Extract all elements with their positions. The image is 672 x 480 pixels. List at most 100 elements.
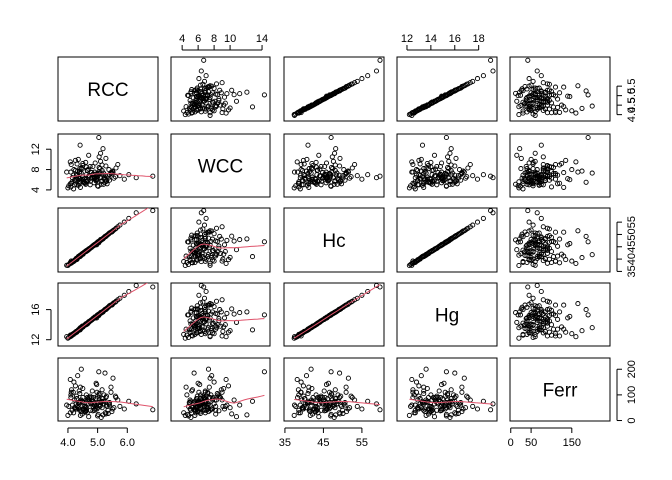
data-point: [312, 176, 318, 182]
data-point: [205, 89, 212, 95]
data-point: [434, 178, 440, 184]
data-point: [474, 406, 481, 412]
data-point: [197, 249, 203, 255]
data-point: [73, 393, 80, 399]
data-point: [185, 239, 191, 245]
data-point: [544, 225, 550, 231]
axis-tick-label: 4.5: [626, 97, 638, 112]
axis-tick-label: 4.0: [60, 437, 75, 449]
data-point: [111, 175, 117, 181]
data-point: [514, 247, 520, 253]
data-point: [293, 403, 299, 409]
data-point: [306, 400, 312, 406]
data-point: [548, 184, 555, 190]
data-point: [318, 163, 324, 170]
data-point: [197, 304, 204, 310]
data-point: [446, 166, 452, 172]
data-point: [415, 177, 421, 183]
smoother-line: [183, 243, 265, 260]
data-point: [76, 388, 82, 394]
data-point: [227, 405, 233, 411]
data-point: [410, 258, 416, 264]
data-point: [569, 258, 575, 264]
data-point: [359, 76, 365, 82]
data-point: [534, 210, 540, 216]
data-point: [328, 183, 334, 189]
data-point: [196, 219, 202, 225]
data-point: [411, 110, 417, 116]
data-point: [347, 405, 353, 411]
data-point: [547, 0, 551, 2]
data-point: [194, 85, 200, 91]
panel-ferr-rcc: [57, 357, 159, 422]
data-point: [336, 307, 342, 313]
data-point: [291, 402, 298, 408]
data-point: [98, 400, 104, 406]
data-point: [470, 78, 476, 84]
data-point: [434, 163, 440, 170]
data-point: [203, 73, 209, 79]
data-point: [108, 384, 114, 390]
data-point: [528, 248, 534, 254]
data-point: [312, 409, 318, 415]
data-point: [322, 96, 328, 102]
panel-border: [509, 133, 611, 198]
axis-tick-label: 10: [224, 33, 236, 45]
data-point: [94, 389, 100, 395]
data-point: [349, 165, 355, 171]
data-point: [526, 219, 532, 225]
data-point: [359, 176, 365, 182]
data-point: [565, 93, 571, 99]
data-point: [211, 231, 217, 237]
data-point: [229, 306, 235, 312]
data-point: [183, 384, 189, 390]
data-point: [193, 245, 199, 251]
data-point: [528, 227, 534, 233]
data-point: [191, 370, 197, 376]
data-point: [106, 230, 113, 236]
data-point: [87, 182, 93, 188]
data-point: [579, 328, 585, 334]
data-point: [423, 412, 429, 418]
data-point: [520, 108, 526, 114]
data-point: [528, 330, 534, 336]
data-point: [322, 316, 328, 322]
data-point: [332, 150, 338, 156]
panel-hg-hg: Hg: [396, 282, 498, 347]
axis-tick-label: 5.0: [626, 88, 638, 103]
data-point: [72, 157, 78, 163]
data-point: [448, 146, 454, 152]
data-point: [109, 302, 115, 308]
data-point: [237, 402, 243, 408]
data-point: [563, 257, 569, 263]
data-point: [559, 251, 565, 257]
data-point: [71, 257, 78, 263]
data-point: [225, 383, 232, 389]
data-point: [455, 175, 461, 181]
data-point: [490, 68, 496, 74]
data-point: [198, 94, 204, 100]
axis-tick-label: 5.0: [90, 437, 105, 449]
data-point: [183, 104, 189, 110]
data-point: [202, 88, 208, 94]
panel-hg-hc: [283, 282, 385, 347]
data-point: [225, 107, 232, 113]
smoother-line: [66, 172, 153, 179]
data-point: [343, 302, 350, 308]
data-point: [521, 322, 527, 328]
data-point: [196, 389, 202, 395]
data-point: [569, 108, 575, 114]
data-point: [98, 414, 104, 421]
data-point: [322, 394, 328, 401]
smoother-line: [409, 398, 494, 405]
panel-hc-rcc: [57, 207, 159, 273]
data-point: [86, 414, 92, 420]
data-point: [530, 222, 536, 228]
data-point: [452, 88, 458, 94]
data-point: [205, 229, 212, 235]
data-point: [423, 252, 429, 258]
data-point: [201, 295, 208, 301]
data-point: [90, 243, 96, 249]
data-point: [552, 93, 559, 99]
data-point: [373, 68, 380, 74]
